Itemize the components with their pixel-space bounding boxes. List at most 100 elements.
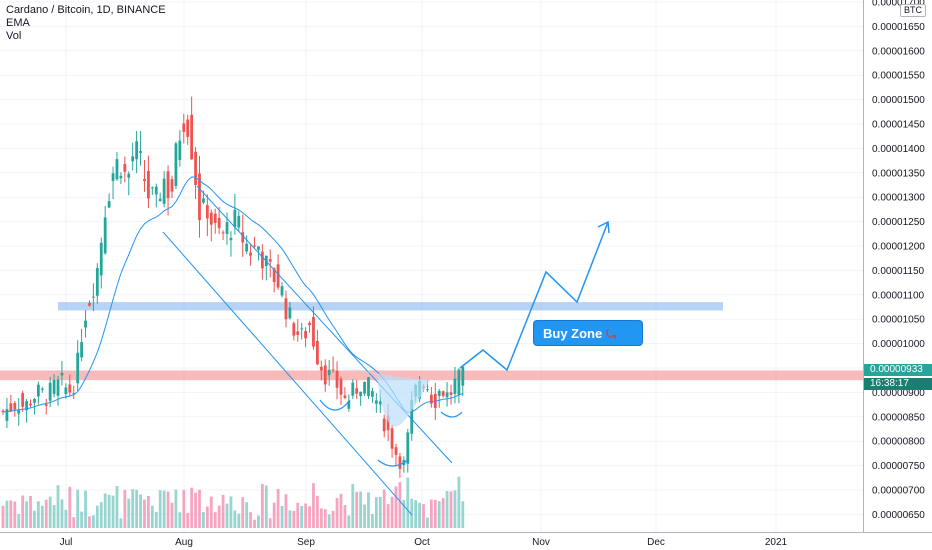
- volume-bar: [437, 501, 441, 528]
- volume-bar: [386, 504, 390, 528]
- volume-bar: [80, 511, 83, 528]
- volume-bar: [178, 512, 182, 528]
- price-tick-label: 0.00001550: [872, 71, 925, 82]
- volume-bar: [174, 489, 178, 528]
- candle-body: [312, 316, 315, 347]
- volume-bar: [166, 491, 170, 528]
- candle-body: [205, 205, 209, 219]
- volume-bar: [331, 510, 335, 528]
- price-tick-label: 0.00001200: [872, 242, 925, 253]
- ema-label[interactable]: EMA: [6, 17, 30, 29]
- candle-body: [111, 173, 115, 181]
- volume-bar: [9, 500, 13, 528]
- candle-body: [331, 369, 335, 371]
- volume-bar: [323, 509, 327, 528]
- volume-bar: [213, 512, 217, 528]
- price-tick-label: 0.00001300: [872, 193, 925, 204]
- candle-body: [319, 366, 323, 371]
- volume-bar: [441, 498, 445, 528]
- price-tick-label: 0.00000650: [872, 510, 925, 521]
- volume-bar: [162, 490, 166, 528]
- price-tick-label: 0.00001250: [872, 217, 925, 228]
- price-tick-label: 0.00001650: [872, 22, 925, 33]
- volume-bar: [378, 496, 382, 528]
- volume-bar: [72, 517, 76, 528]
- volume-bar: [158, 490, 162, 528]
- candle-body: [410, 399, 414, 434]
- candle-body: [25, 401, 28, 411]
- time-axis: Jul Aug Sep Oct Nov Dec 2021: [60, 537, 788, 548]
- volume-bar: [382, 489, 386, 528]
- volume-bar: [107, 494, 111, 528]
- volume-bar: [103, 493, 107, 528]
- volume-bar: [56, 485, 60, 528]
- volume-bar: [457, 476, 461, 528]
- volume-bar: [410, 498, 414, 528]
- candle-body: [268, 259, 272, 262]
- candle-body: [237, 215, 241, 228]
- volume-bar: [36, 501, 40, 528]
- volume-bar: [99, 502, 103, 528]
- candle-body: [229, 237, 233, 241]
- candle-body: [178, 140, 182, 160]
- volume-bar: [249, 512, 252, 528]
- volume-bar: [355, 491, 359, 528]
- volume-bar: [229, 496, 233, 528]
- volume-bar: [233, 510, 237, 528]
- price-tick-label: 0.00001350: [872, 168, 925, 179]
- currency-button[interactable]: BTC: [900, 4, 926, 17]
- candle-body: [343, 395, 347, 398]
- candle-body: [190, 114, 194, 160]
- vol-label[interactable]: Vol: [6, 30, 22, 42]
- candle-body: [429, 394, 433, 404]
- candle-body: [80, 342, 83, 358]
- candle-body: [445, 392, 449, 398]
- volume-bar: [119, 518, 123, 528]
- candle-body: [284, 298, 288, 320]
- volume-bar: [268, 518, 272, 528]
- volume-bar: [461, 501, 465, 528]
- volume-bar: [194, 492, 197, 528]
- volume-bar: [351, 484, 355, 528]
- volume-bar: [280, 505, 284, 528]
- volume-bar: [217, 505, 221, 528]
- candle-body: [351, 382, 355, 396]
- candle-body: [308, 322, 311, 326]
- volume-bar: [414, 500, 418, 528]
- volume-bar: [76, 489, 80, 528]
- candle-body: [182, 123, 186, 132]
- volume-bar: [225, 503, 229, 528]
- volume-bar: [182, 490, 186, 528]
- curved-arrow-icon: ⤿: [606, 327, 617, 341]
- volume-bar: [115, 486, 119, 528]
- time-tick-label: Aug: [175, 537, 193, 548]
- buy-zone-callout[interactable]: Buy Zone ⤿: [533, 320, 643, 346]
- candle-body: [253, 245, 256, 247]
- volume-bar: [327, 514, 331, 528]
- candle-body: [84, 320, 87, 328]
- candle-body: [68, 384, 72, 393]
- candle-body: [359, 391, 363, 397]
- candle-body: [150, 187, 154, 189]
- volume-bar: [84, 490, 87, 528]
- candle-body: [29, 403, 32, 406]
- volume-bar: [398, 482, 402, 528]
- candle-body: [378, 401, 382, 405]
- candle-body: [115, 159, 119, 180]
- volume-bar: [186, 512, 190, 528]
- volume-bar: [198, 489, 201, 528]
- volume-bar: [202, 512, 205, 528]
- volume-bars: [1, 476, 465, 528]
- volume-bar: [426, 517, 429, 528]
- price-tick-label: 0.00000800: [872, 437, 925, 448]
- time-tick-label: 2021: [765, 537, 788, 548]
- candle-body: [143, 179, 146, 182]
- candle-body: [300, 328, 304, 330]
- candle-body: [21, 393, 25, 407]
- candle-body: [123, 163, 127, 172]
- candle-body: [316, 340, 319, 365]
- volume-bar: [288, 510, 292, 528]
- symbol-title[interactable]: Cardano / Bitcoin, 1D, BINANCE: [6, 4, 166, 16]
- volume-bar: [64, 509, 68, 528]
